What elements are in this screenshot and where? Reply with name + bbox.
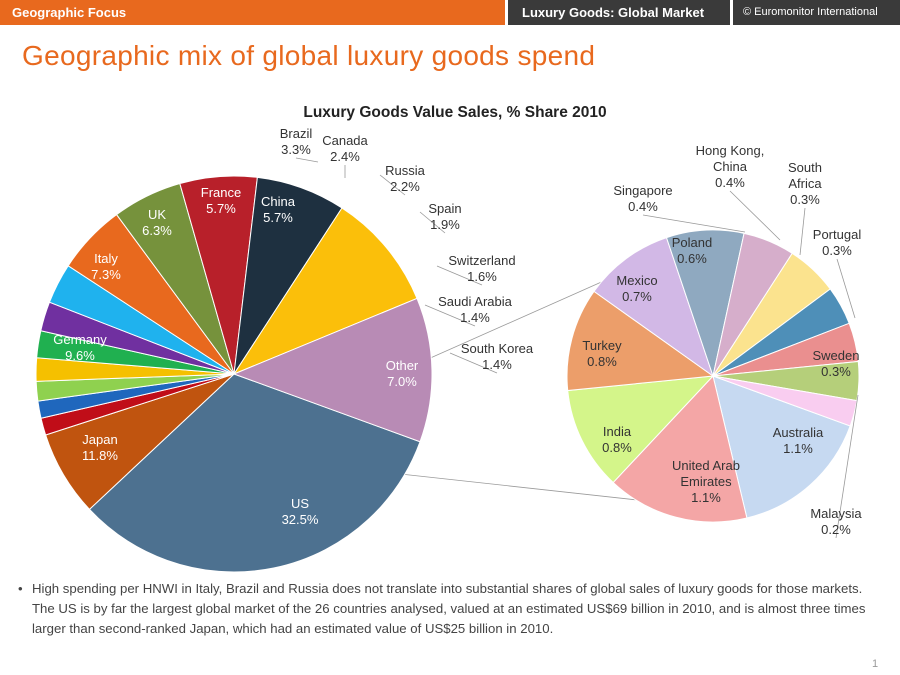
report-tab: Luxury Goods: Global Market: [508, 0, 730, 25]
main-label-saudi-arabia: Saudi Arabia 1.4%: [438, 294, 512, 325]
breakout-pie: [566, 229, 860, 523]
breakout-slice-india: [567, 375, 715, 484]
breakout-label-text-india: India 0.8%: [602, 424, 632, 455]
main-leader-russia: [379, 174, 406, 196]
main-label-text-uk: UK 6.3%: [142, 207, 172, 238]
breakout-leader-hong-kong-china: [729, 190, 781, 241]
breakout-slice-australia: [712, 375, 851, 519]
breakout-leader-singapore: [642, 214, 746, 233]
main-label-germany: Germany 9.6%: [53, 332, 107, 363]
main-label-russia: Russia 2.2%: [385, 163, 426, 194]
bullet-dot: •: [18, 581, 23, 596]
slice-labels: US 32.5% Other 7.0% South Korea 1.4% Saudi Ara…: [53, 126, 862, 537]
main-label-text-france: France 5.7%: [201, 185, 241, 216]
breakout-label-text-poland: Poland 0.6%: [672, 235, 712, 266]
main-label-brazil: Brazil 3.3%: [280, 126, 313, 157]
main-label-japan: Japan 11.8%: [82, 432, 118, 463]
breakout-label-sweden: Sweden 0.3%: [813, 348, 860, 379]
breakout-label-mexico: Mexico 0.7%: [616, 273, 657, 304]
breakout-label-text-turkey: Turkey 0.8%: [582, 338, 622, 369]
breakout-label-south-africa: South Africa 0.3%: [788, 160, 822, 207]
footnote-text: High spending per HNWI in Italy, Brazil …: [32, 581, 866, 636]
breakout-label-hong-kong-china: Hong Kong, China 0.4%: [696, 143, 765, 190]
main-leader-saudi-arabia: [424, 304, 476, 327]
breakout-label-text-singapore: Singapore 0.4%: [613, 183, 672, 214]
breakout-leader-malaysia: [835, 394, 859, 539]
breakout-leader-portugal: [836, 258, 856, 319]
main-leader-spain: [419, 211, 446, 234]
main-label-text-switzerland: Switzerland 1.6%: [448, 253, 515, 284]
main-label-france: France 5.7%: [201, 185, 241, 216]
breakout-label-united-arab-emirates: United Arab Emirates 1.1%: [672, 458, 740, 505]
page-number: 1: [872, 658, 879, 670]
breakout-label-text-australia: Australia 1.1%: [773, 425, 824, 456]
main-label-uk: UK 6.3%: [142, 207, 172, 238]
main-label-text-germany: Germany 9.6%: [53, 332, 107, 363]
breakout-slice-united-arab-emirates: [612, 374, 748, 523]
main-leader-switzerland: [436, 265, 483, 286]
chart-title: Luxury Goods Value Sales, % Share 2010: [303, 104, 606, 121]
main-label-switzerland: Switzerland 1.6%: [448, 253, 515, 284]
main-label-text-other: Other 7.0%: [386, 358, 419, 389]
breakout-label-text-hong-kong-china: Hong Kong, China 0.4%: [696, 143, 765, 190]
breakout-label-text-malaysia: Malaysia 0.2%: [810, 506, 862, 537]
header-bar: Geographic Focus Luxury Goods: Global Ma…: [0, 0, 900, 25]
main-leader-south-korea: [449, 352, 498, 374]
section-tab: Geographic Focus: [0, 0, 505, 25]
breakout-slice-turkey: [566, 290, 715, 392]
leader-lines: [295, 157, 859, 539]
copyright-label: © Euromonitor International: [743, 6, 878, 18]
main-label-text-canada: Canada 2.4%: [322, 133, 368, 164]
main-label-text-japan: Japan 11.8%: [82, 432, 118, 463]
page-title: Geographic mix of global luxury goods sp…: [22, 40, 596, 71]
main-label-text-saudi-arabia: Saudi Arabia 1.4%: [438, 294, 512, 325]
breakout-label-singapore: Singapore 0.4%: [613, 183, 672, 214]
chart: Luxury Goods Value Sales, % Share 2010 U…: [35, 104, 862, 573]
main-slice-us: [88, 373, 421, 573]
breakout-label-poland: Poland 0.6%: [672, 235, 712, 266]
main-label-text-south-korea: South Korea 1.4%: [461, 341, 534, 372]
breakout-label-text-south-africa: South Africa 0.3%: [788, 160, 822, 207]
breakout-label-portugal: Portugal 0.3%: [813, 227, 862, 258]
copyright-tab: © Euromonitor International: [733, 0, 900, 25]
main-label-text-brazil: Brazil 3.3%: [280, 126, 313, 157]
breakout-label-india: India 0.8%: [602, 424, 632, 455]
breakout-label-text-sweden: Sweden 0.3%: [813, 348, 860, 379]
breakout-slice-mexico: [593, 236, 714, 378]
breakout-label-text-united-arab-emirates: United Arab Emirates 1.1%: [672, 458, 740, 505]
main-label-other: Other 7.0%: [386, 358, 419, 389]
main-label-text-italy: Italy 7.3%: [91, 251, 121, 282]
breakout-label-text-mexico: Mexico 0.7%: [616, 273, 657, 304]
breakout-label-turkey: Turkey 0.8%: [582, 338, 622, 369]
main-pie: [35, 175, 433, 573]
breakout-label-australia: Australia 1.1%: [773, 425, 824, 456]
main-label-italy: Italy 7.3%: [91, 251, 121, 282]
report-label: Luxury Goods: Global Market: [522, 5, 705, 20]
breakout-label-text-portugal: Portugal 0.3%: [813, 227, 862, 258]
main-slice-japan: [232, 297, 433, 443]
main-label-canada: Canada 2.4%: [322, 133, 368, 164]
main-leader-brazil: [295, 157, 319, 163]
main-label-spain: Spain 1.9%: [428, 201, 461, 232]
main-label-text-spain: Spain 1.9%: [428, 201, 461, 232]
section-label: Geographic Focus: [12, 5, 127, 20]
main-label-south-korea: South Korea 1.4%: [461, 341, 534, 372]
main-label-text-russia: Russia 2.2%: [385, 163, 426, 194]
breakout-label-malaysia: Malaysia 0.2%: [810, 506, 862, 537]
main-label-text-china: China 5.7%: [261, 194, 296, 225]
main-label-china: China 5.7%: [261, 194, 296, 225]
main-label-us: US 32.5%: [282, 496, 319, 527]
main-label-text-us: US 32.5%: [282, 496, 319, 527]
breakout-leader-south-africa: [799, 207, 806, 256]
main-slice-germany: [232, 207, 418, 376]
